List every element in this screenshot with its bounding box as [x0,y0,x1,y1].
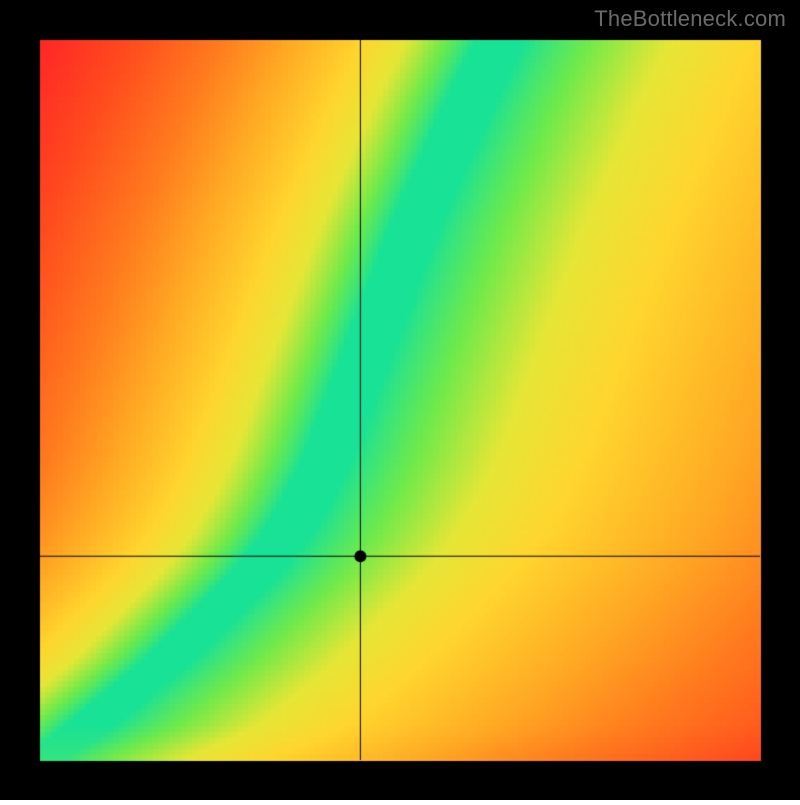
watermark-text: TheBottleneck.com [594,6,786,32]
figure-container: TheBottleneck.com [0,0,800,800]
heatmap-canvas [0,0,800,800]
